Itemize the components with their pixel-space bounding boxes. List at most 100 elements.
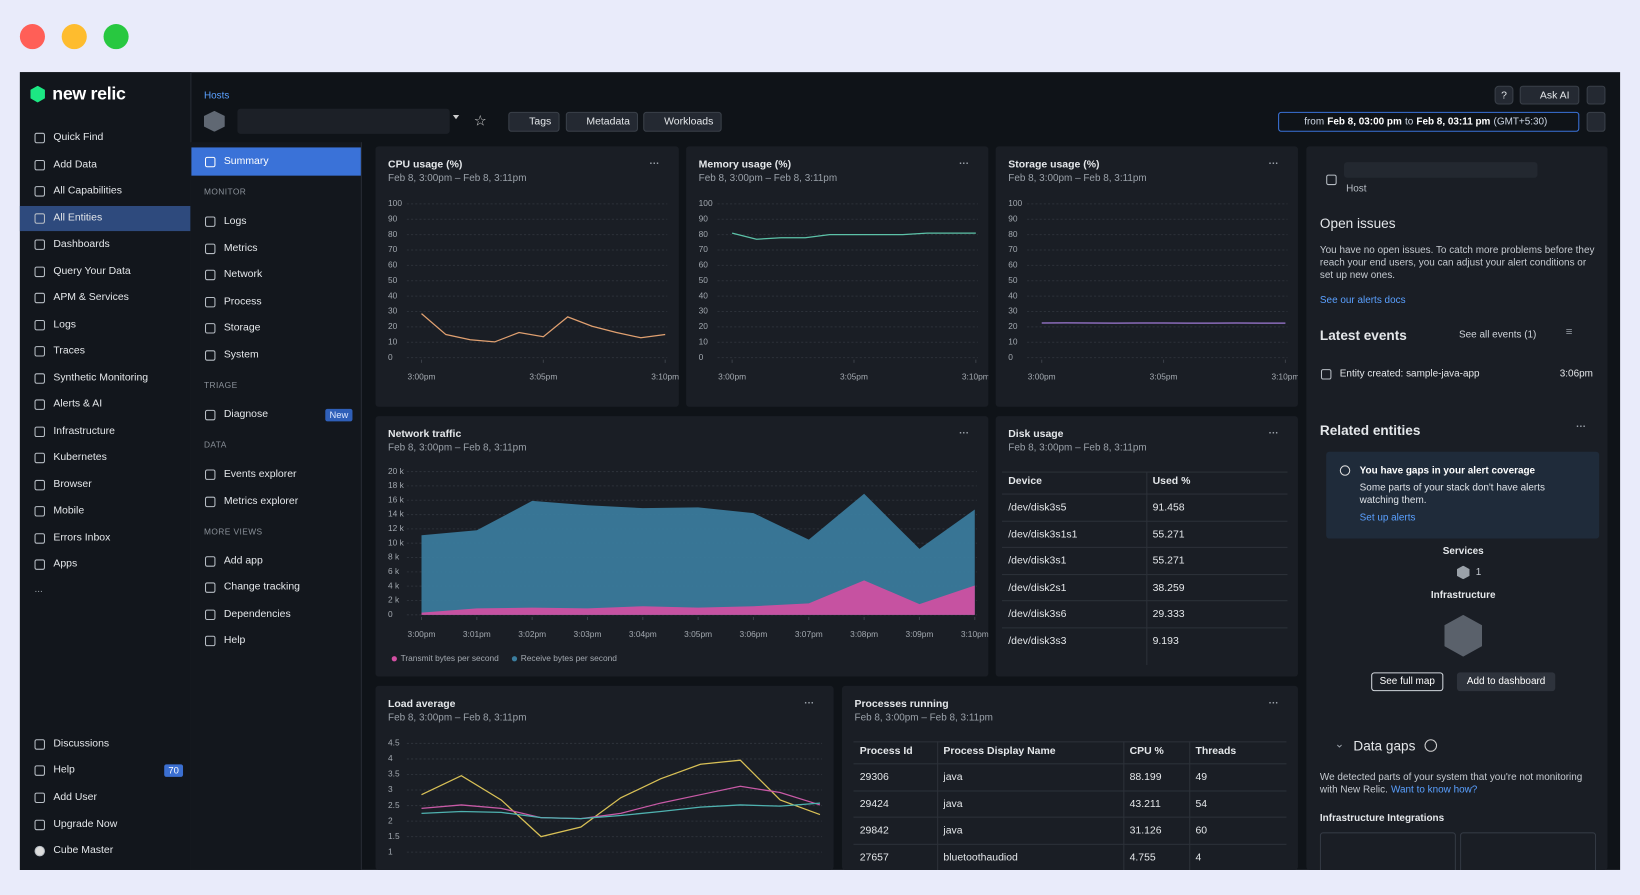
table-cell: /dev/disk3s1 bbox=[1008, 555, 1067, 567]
table-cell: java bbox=[943, 824, 963, 837]
card-menu[interactable]: ··· bbox=[1268, 427, 1279, 440]
nav-item[interactable]: All Capabilities bbox=[53, 185, 122, 197]
link[interactable]: Set up alerts bbox=[1359, 512, 1416, 524]
x-tick-label: 3:04pm bbox=[629, 629, 657, 639]
card-menu[interactable]: ··· bbox=[649, 157, 660, 170]
area bbox=[421, 493, 975, 615]
close-dot[interactable] bbox=[19, 24, 45, 50]
chart: 0 10 20 30 40 50 60 70 80 90 100 3:00pm 3:05pm 3:10pm bbox=[699, 198, 989, 382]
table-cell: 4.755 bbox=[1129, 851, 1156, 864]
zoom-dot[interactable] bbox=[103, 24, 129, 50]
card-menu[interactable]: ··· bbox=[804, 697, 815, 709]
y-tick-label: 1.5 bbox=[388, 831, 400, 841]
subnav-item[interactable]: Logs bbox=[223, 215, 247, 227]
x-tick-label: 3:08pm bbox=[850, 629, 878, 639]
table-cell: 55.271 bbox=[1152, 555, 1185, 567]
card: Processes running Feb 8, 3:00pm – Feb 8, … bbox=[841, 685, 1298, 870]
minimize-dot[interactable] bbox=[61, 24, 87, 50]
nav-item[interactable]: Kubernetes bbox=[53, 451, 107, 464]
link[interactable]: Want to know how? bbox=[1390, 784, 1478, 796]
link[interactable]: See our alerts docs bbox=[1319, 294, 1406, 307]
table-header: Used % bbox=[1152, 475, 1191, 488]
nav-icon bbox=[204, 582, 216, 594]
y-tick-label: 30 bbox=[699, 306, 709, 316]
card-menu[interactable]: ··· bbox=[959, 157, 970, 170]
menu[interactable]: ··· bbox=[1576, 421, 1587, 433]
nav-item[interactable]: Discussions bbox=[53, 738, 110, 750]
nav-item[interactable]: Quick Find bbox=[53, 131, 104, 144]
breadcrumb[interactable]: Hosts bbox=[203, 89, 230, 102]
nav-item[interactable]: Alerts & AI bbox=[53, 398, 103, 410]
nav-item[interactable]: Dashboards bbox=[53, 238, 110, 250]
nav-item[interactable]: Add Data bbox=[53, 158, 97, 170]
card-menu[interactable]: ··· bbox=[1268, 157, 1279, 170]
nav-icon bbox=[204, 216, 216, 227]
nav-item[interactable]: Traces bbox=[53, 345, 85, 357]
subnav-item[interactable]: Add app bbox=[223, 554, 263, 567]
subnav-item[interactable]: Dependencies bbox=[223, 608, 291, 620]
subnav-item[interactable]: Summary bbox=[223, 155, 269, 168]
subnav-item[interactable]: Metrics explorer bbox=[223, 495, 299, 507]
card-menu[interactable]: ··· bbox=[959, 427, 970, 440]
see-full-map[interactable]: See full map bbox=[1371, 672, 1444, 692]
nav-item[interactable]: APM & Services bbox=[53, 291, 129, 304]
x-tick-label: 3:05pm bbox=[529, 372, 557, 382]
y-tick-label: 80 bbox=[699, 229, 709, 239]
subnav-item[interactable]: System bbox=[223, 349, 259, 361]
card-subtitle: Feb 8, 3:00pm – Feb 8, 3:11pm bbox=[1008, 442, 1147, 454]
map-label: Services bbox=[1442, 545, 1484, 558]
nav-item[interactable]: Errors Inbox bbox=[53, 531, 111, 544]
subnav-item[interactable]: Metrics bbox=[223, 242, 258, 254]
nav-item[interactable]: Help bbox=[53, 764, 75, 776]
table-cell: /dev/disk3s1s1 bbox=[1008, 528, 1078, 541]
nav-item[interactable]: Synthetic Monitoring bbox=[53, 371, 149, 384]
chart: 0 10 20 30 40 50 60 70 80 90 100 3:00pm 3:05pm 3:10pm bbox=[1008, 198, 1298, 382]
nav-icon bbox=[204, 323, 216, 334]
subnav-item[interactable]: Help bbox=[223, 635, 246, 647]
tab-button[interactable]: Tags bbox=[508, 111, 560, 132]
line bbox=[731, 232, 976, 240]
time-range[interactable]: from Feb 8, 03:00 pm to Feb 8, 03:11 pm (GMT… bbox=[1278, 111, 1580, 132]
table-cell: java bbox=[943, 798, 963, 810]
nav-item[interactable]: Infrastructure bbox=[53, 425, 115, 437]
y-tick-label: 100 bbox=[1008, 198, 1022, 208]
nav-item[interactable]: Add User bbox=[53, 791, 97, 804]
alert-title: You have gaps in your alert coverage bbox=[1359, 465, 1536, 477]
nav-more[interactable]: ... bbox=[34, 582, 43, 595]
nav-item[interactable]: Upgrade Now bbox=[53, 818, 118, 831]
table-cell: /dev/disk3s3 bbox=[1008, 635, 1067, 647]
add-to-dashboard[interactable]: Add to dashboard bbox=[1456, 672, 1556, 692]
nav-item[interactable]: All Entities bbox=[53, 211, 103, 224]
tab-button[interactable]: Workloads bbox=[643, 111, 722, 132]
subnav-item[interactable]: Process bbox=[223, 295, 262, 308]
nav-icon bbox=[204, 156, 216, 168]
nav-icon bbox=[204, 469, 216, 480]
nav-item[interactable]: Query Your Data bbox=[53, 265, 131, 277]
y-tick-label: 20 bbox=[699, 321, 709, 331]
x-tick-label: 3:01pm bbox=[463, 629, 491, 639]
subnav-item[interactable]: Events explorer bbox=[223, 468, 297, 480]
subnav-item[interactable]: Change tracking bbox=[223, 581, 300, 594]
nav-item[interactable]: Apps bbox=[53, 558, 78, 570]
nav-item[interactable]: Browser bbox=[53, 478, 92, 490]
line bbox=[421, 785, 821, 820]
tab-button[interactable]: Metadata bbox=[565, 111, 638, 132]
nav-item[interactable]: Logs bbox=[53, 318, 77, 330]
subnav-item[interactable]: Network bbox=[223, 268, 263, 281]
table-cell: 27657 bbox=[859, 851, 889, 864]
subnav-section: MORE VIEWS bbox=[203, 526, 263, 536]
nav-icon bbox=[34, 559, 45, 570]
subnav-item[interactable]: Diagnose bbox=[223, 408, 269, 421]
y-tick-label: 2.5 bbox=[388, 800, 400, 810]
nav-item[interactable]: Mobile bbox=[53, 505, 85, 517]
ask-ai[interactable]: Ask AI bbox=[1519, 85, 1580, 105]
time-part: (GMT+5:30) bbox=[1493, 116, 1548, 128]
filter-icon: ≡ bbox=[1565, 326, 1573, 339]
legend-swatch bbox=[511, 656, 518, 662]
subnav-item[interactable]: Storage bbox=[223, 322, 261, 334]
card-menu[interactable]: ··· bbox=[1268, 697, 1279, 709]
see-all-events[interactable]: See all events (1) bbox=[1459, 329, 1537, 341]
paragraph: We detected parts of your system that yo… bbox=[1320, 772, 1600, 797]
nav-item[interactable]: Cube Master bbox=[53, 844, 114, 857]
y-tick-label: 60 bbox=[699, 260, 709, 270]
